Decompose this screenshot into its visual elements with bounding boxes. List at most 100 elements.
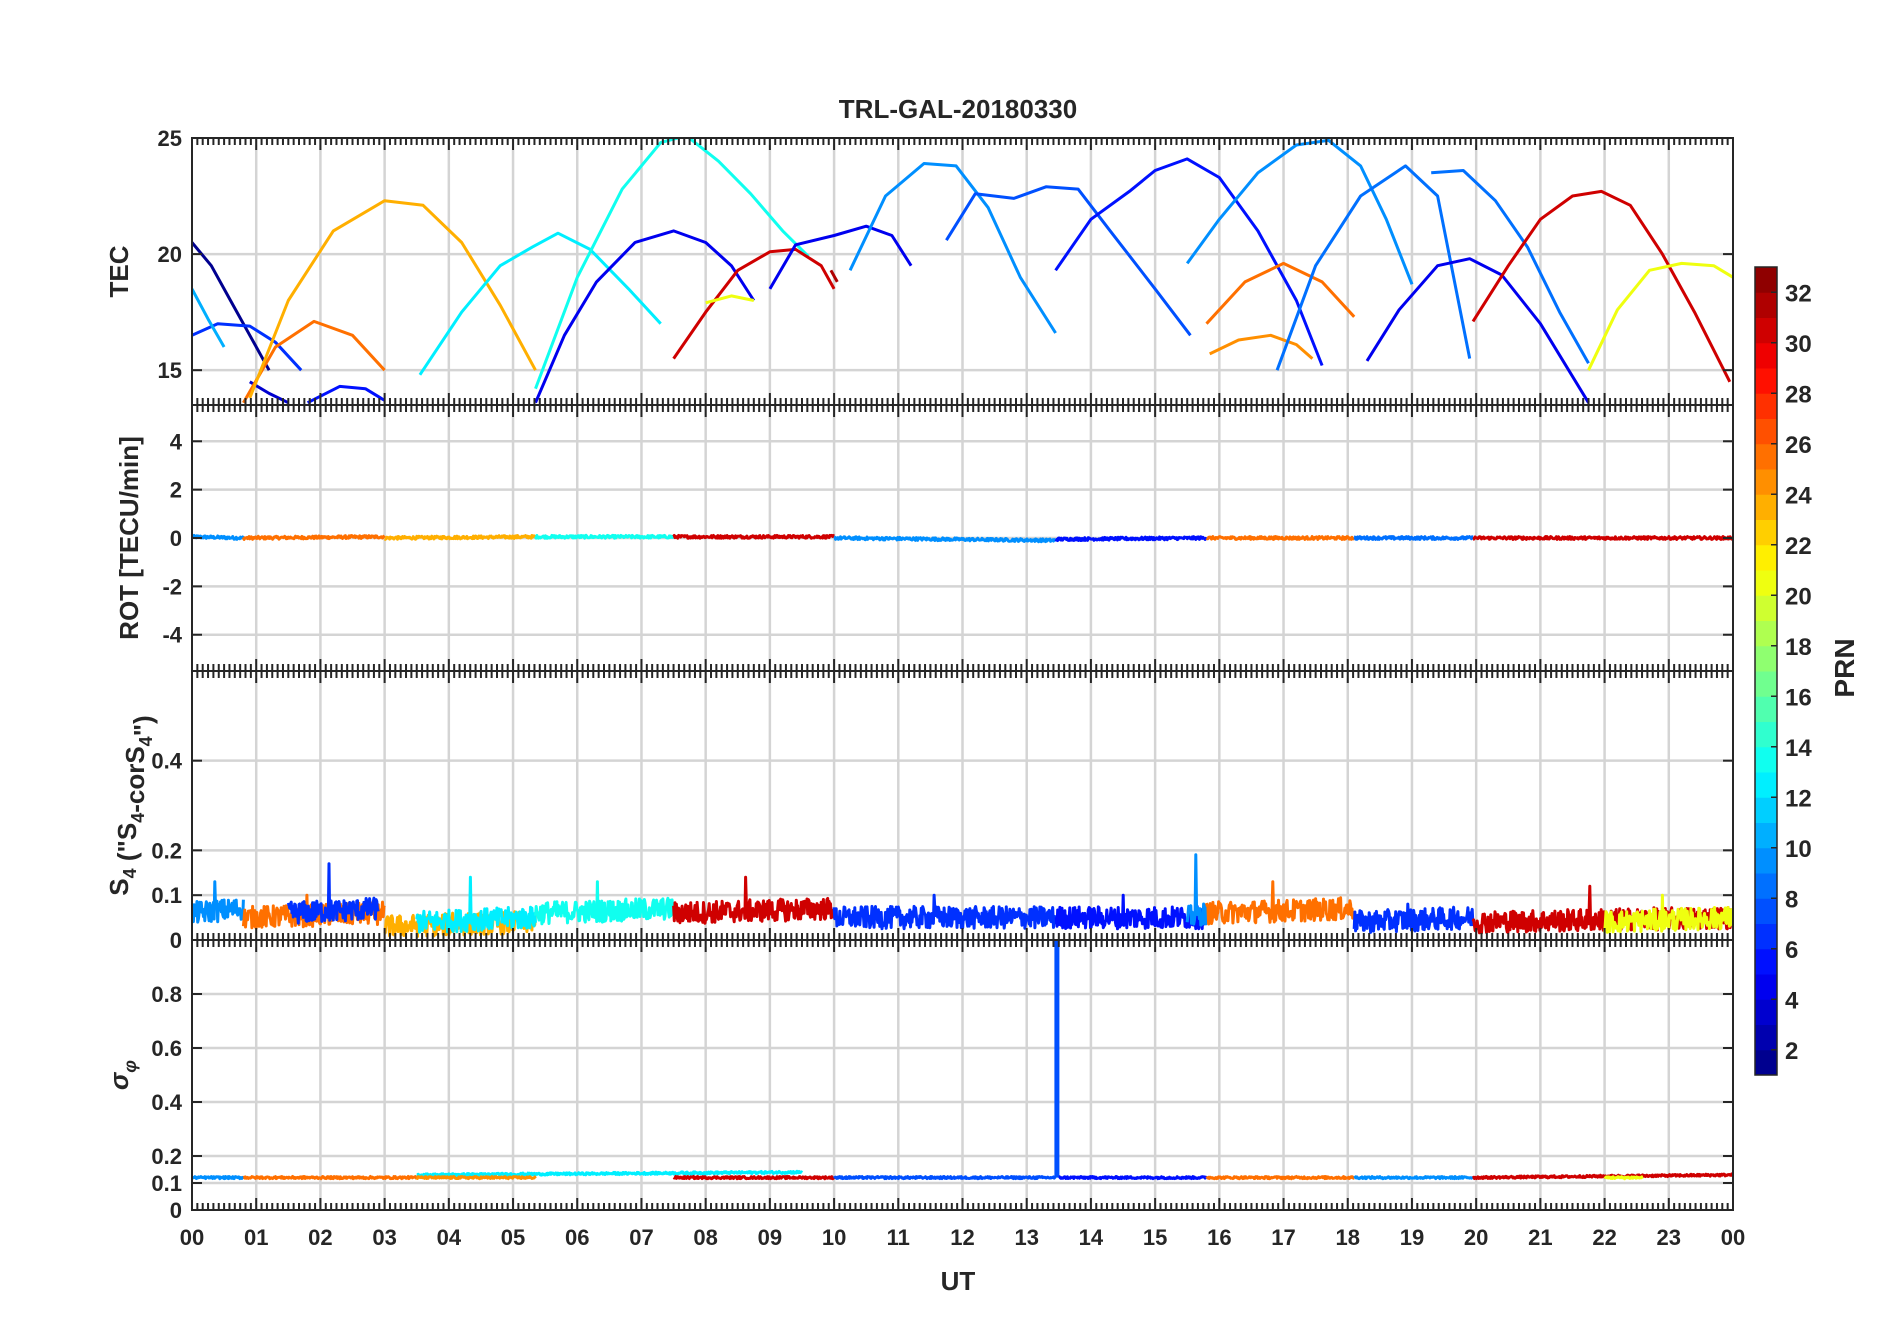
series-line-prn-5 <box>1054 893 1208 931</box>
series-line-prn-5 <box>1058 1175 1208 1181</box>
colorbar-band <box>1755 671 1777 697</box>
y-tick-label: 0.6 <box>151 1036 182 1061</box>
colorbar-band <box>1755 873 1777 899</box>
panel-tec: 15 20 25 TEC <box>104 126 1734 406</box>
colorbar-band <box>1755 898 1777 924</box>
y-tick-label: -4 <box>162 623 182 648</box>
colorbar-band <box>1755 772 1777 798</box>
y-tick-labels: 15 20 25 <box>158 126 1733 383</box>
x-tick-label: 10 <box>822 1225 846 1250</box>
y-tick-label: 2 <box>170 478 182 503</box>
colorbar-band <box>1755 494 1777 520</box>
y-tick-labels: 0 0.1 0.2 0.4 <box>151 749 1733 953</box>
label-subscript: φ <box>120 1060 140 1073</box>
label-part: σ <box>104 1071 134 1090</box>
label-part: S <box>112 823 142 840</box>
label-subscript: 4 <box>120 868 140 878</box>
colorbar-band <box>1755 1024 1777 1051</box>
y-tick-label: 0 <box>170 526 182 551</box>
y-tick-labels: 00.10.2 0.4 0.6 0.8 <box>151 982 1733 1223</box>
series-group <box>192 940 1733 1181</box>
series-line-prn-30 <box>1472 535 1733 541</box>
x-tick-label: 00 <box>180 1225 204 1250</box>
colorbar-band <box>1755 923 1777 950</box>
y-tick-label: 0.8 <box>151 982 182 1007</box>
series-line-prn-9 <box>1353 1175 1474 1181</box>
series-line-prn-30 <box>672 247 836 360</box>
y-tick-label: 0.4 <box>151 1090 182 1115</box>
colorbar-band <box>1755 822 1777 849</box>
grid <box>192 671 1733 940</box>
series-line-prn-25 <box>1205 535 1355 541</box>
colorbar-band <box>1755 746 1777 773</box>
chart-title: TRL-GAL-20180330 <box>839 94 1077 124</box>
label-subscript: 4 <box>136 736 156 746</box>
y-tick-labels: -4 -2 0 2 4 <box>162 429 1733 648</box>
colorbar-band <box>1755 595 1777 621</box>
x-tick-label: 00 <box>1721 1225 1745 1250</box>
y-tick-label: 15 <box>158 358 182 383</box>
y-axis-label: σφ <box>104 1060 140 1090</box>
y-tick-label: 0.1 <box>151 883 182 908</box>
y-tick-label: 0 <box>170 1198 182 1223</box>
series-line-prn-6 <box>192 322 303 372</box>
series-group <box>192 853 1733 938</box>
series-line-prn-7 <box>945 185 1192 337</box>
colorbar-tick-label: 6 <box>1785 937 1798 964</box>
colorbar-tick-label: 4 <box>1785 987 1799 1014</box>
series-line-prn-5 <box>1054 535 1208 542</box>
series-line-prn-24 <box>415 1175 537 1181</box>
x-tick-label: 07 <box>629 1225 653 1250</box>
series-line-prn-13 <box>534 880 676 926</box>
colorbar-tick-label: 12 <box>1785 785 1812 812</box>
colorbar-tick-label: 2 <box>1785 1038 1798 1065</box>
label-part: S <box>120 746 150 763</box>
series-line-prn-25 <box>242 1175 418 1181</box>
colorbar-band <box>1755 267 1777 293</box>
series-line-prn-20 <box>705 294 755 305</box>
colorbar-band <box>1755 974 1777 1000</box>
colorbar-band <box>1755 342 1777 369</box>
y-axis-label: ROT [TECU/min] <box>114 436 144 640</box>
y-tick-label: 0.2 <box>151 1144 182 1169</box>
colorbar-tick-label: 32 <box>1785 280 1812 307</box>
series-line-prn-30 <box>1471 1172 1733 1180</box>
x-tick-label: 23 <box>1657 1225 1681 1250</box>
series-line-prn-9 <box>848 162 1057 334</box>
series-line-prn-1 <box>192 241 271 371</box>
series-line-prn-20 <box>1603 1175 1644 1181</box>
series-line-prn-9 <box>833 535 1057 544</box>
series-line-prn-25 <box>1205 1175 1355 1181</box>
y-axis-label: S4 ("S4-corS4") <box>104 715 158 895</box>
series-line-prn-6 <box>286 862 380 925</box>
x-tick-label: 14 <box>1079 1225 1104 1250</box>
series-line-prn-5 <box>1054 157 1324 367</box>
colorbar-band <box>1755 570 1777 596</box>
series-line-prn-12 <box>415 1169 804 1178</box>
colorbar-band <box>1755 847 1777 874</box>
colorbar-band <box>1755 948 1777 975</box>
y-tick-label: -2 <box>162 574 182 599</box>
x-tick-label: 04 <box>437 1225 462 1250</box>
colorbar-tick-label: 20 <box>1785 583 1812 610</box>
label-part: ") <box>128 715 158 736</box>
series-line-prn-9 <box>1185 853 1208 927</box>
x-tick-label: 13 <box>1014 1225 1038 1250</box>
colorbar-frame <box>1754 266 1778 1076</box>
series-line-prn-25 <box>1205 880 1356 926</box>
series-line-prn-10 <box>192 288 226 348</box>
x-tick-label: 19 <box>1400 1225 1424 1250</box>
y-tick-label: 25 <box>158 126 182 151</box>
colorbar-tick-label: 10 <box>1785 836 1812 863</box>
series-line-prn-13 <box>534 138 810 390</box>
series-line-prn-6 <box>832 893 1058 931</box>
series-line-prn-25 <box>242 319 386 404</box>
x-tick-label: 02 <box>308 1225 332 1250</box>
series-line-prn-9 <box>192 533 245 541</box>
series-line-prn-5 <box>306 384 386 405</box>
x-tick-label: 22 <box>1592 1225 1616 1250</box>
grid <box>192 138 1733 405</box>
series-line-prn-24 <box>1209 333 1314 360</box>
x-tick-label: 12 <box>950 1225 974 1250</box>
